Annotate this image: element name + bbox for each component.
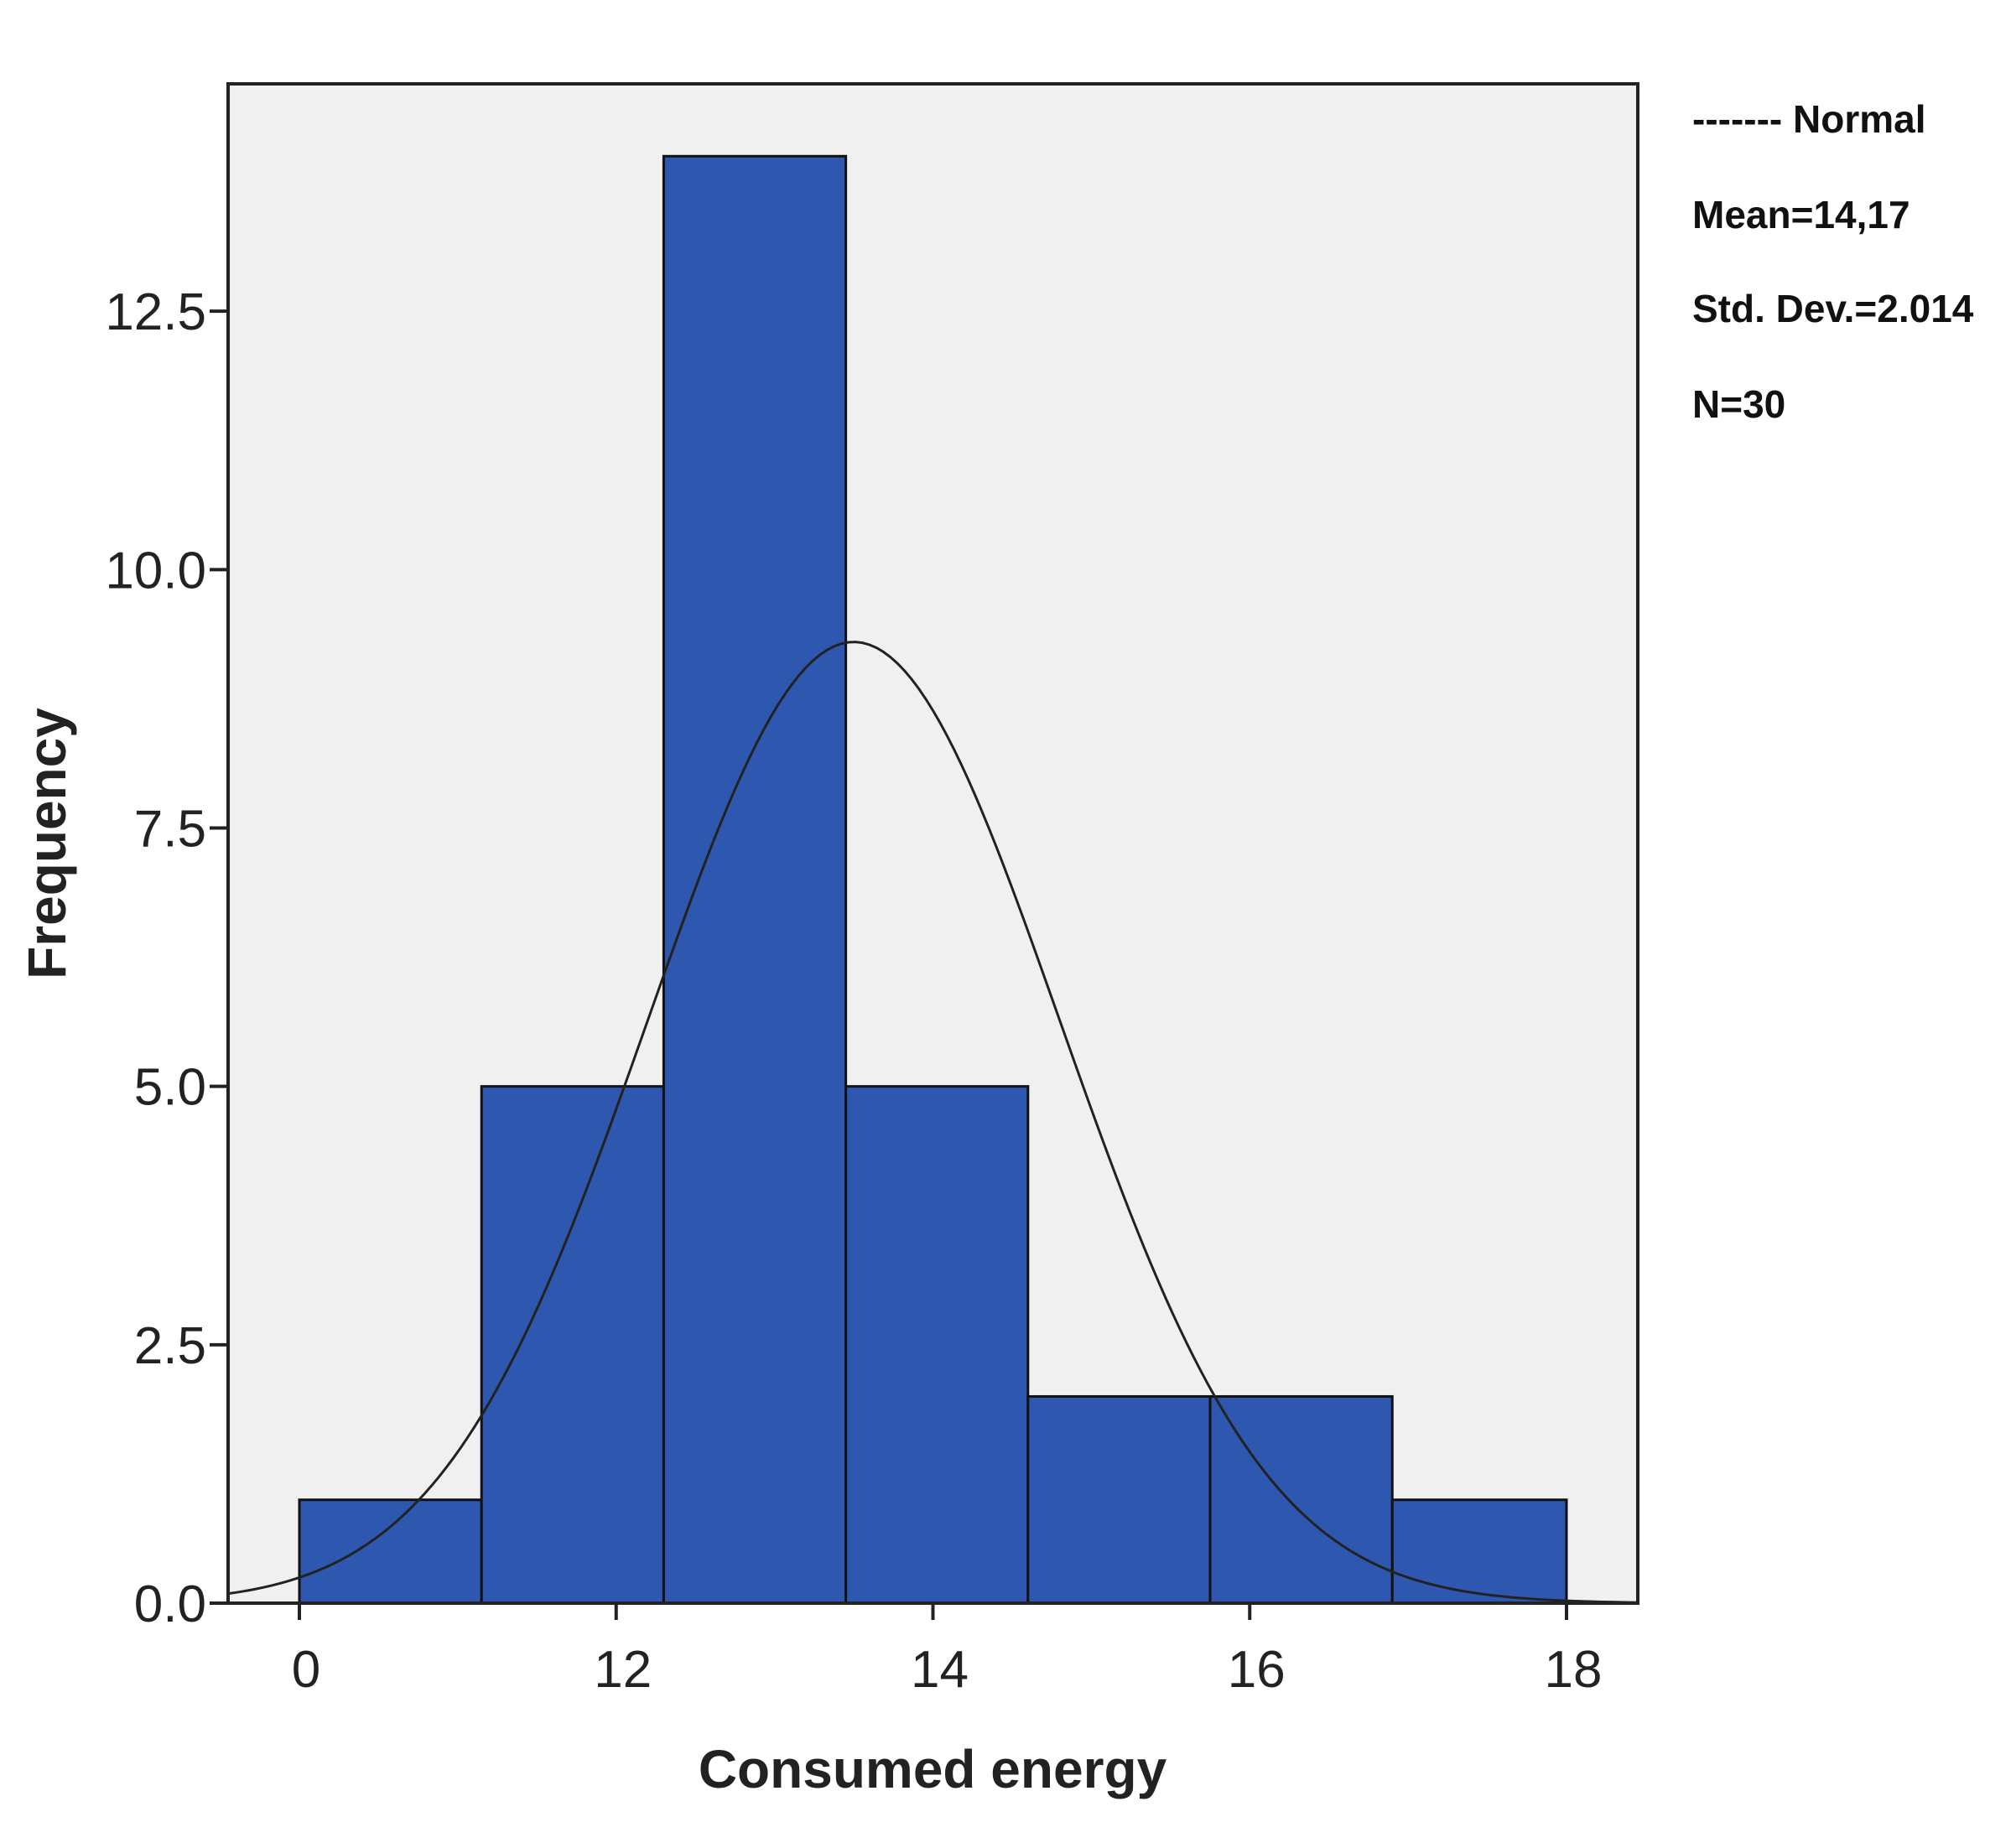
x-tick-label-4: 16 <box>1228 1641 1286 1699</box>
y-tick-label-1: 0.0 <box>134 1575 206 1633</box>
legend-mean: Mean=14,17 <box>1692 193 1910 236</box>
x-tick-label-2: 12 <box>594 1641 652 1699</box>
histogram-bar-5 <box>1026 1394 1212 1605</box>
legend: ------- Normal Mean=14,17 Std. Dev.=2.01… <box>1692 97 1974 426</box>
y-tick-label-3: 5.0 <box>134 1059 206 1117</box>
histogram-bar-2 <box>480 1085 665 1605</box>
normal-curve <box>227 641 1639 1604</box>
y-axis-title: Frequency <box>17 708 77 979</box>
histogram-bar-4 <box>844 1085 1030 1605</box>
x-tick-label-3: 14 <box>911 1641 969 1699</box>
y-tick-label-5: 10.0 <box>105 542 206 600</box>
x-axis-title: Consumed energy <box>699 1739 1167 1799</box>
y-axis-ticks: 0.0 2.5 5.0 7.5 10.0 12.5 <box>105 283 228 1633</box>
histogram-bars <box>298 154 1568 1605</box>
y-tick-label-2: 2.5 <box>134 1317 206 1375</box>
histogram-bar-6 <box>1208 1394 1394 1605</box>
histogram-bar-1 <box>298 1498 483 1605</box>
y-tick-label-4: 7.5 <box>134 801 206 859</box>
histogram-bar-3 <box>662 154 848 1605</box>
legend-normal-label: ------- Normal <box>1692 97 1926 141</box>
histogram-bar-7 <box>1390 1498 1568 1605</box>
legend-n: N=30 <box>1692 382 1785 426</box>
y-tick-label-6: 12.5 <box>105 283 206 341</box>
x-axis-ticks: 0 12 14 16 18 <box>292 1603 1603 1699</box>
x-tick-label-1: 0 <box>292 1641 320 1699</box>
x-tick-label-5: 18 <box>1545 1641 1603 1699</box>
legend-std-dev: Std. Dev.=2.014 <box>1692 287 1974 330</box>
